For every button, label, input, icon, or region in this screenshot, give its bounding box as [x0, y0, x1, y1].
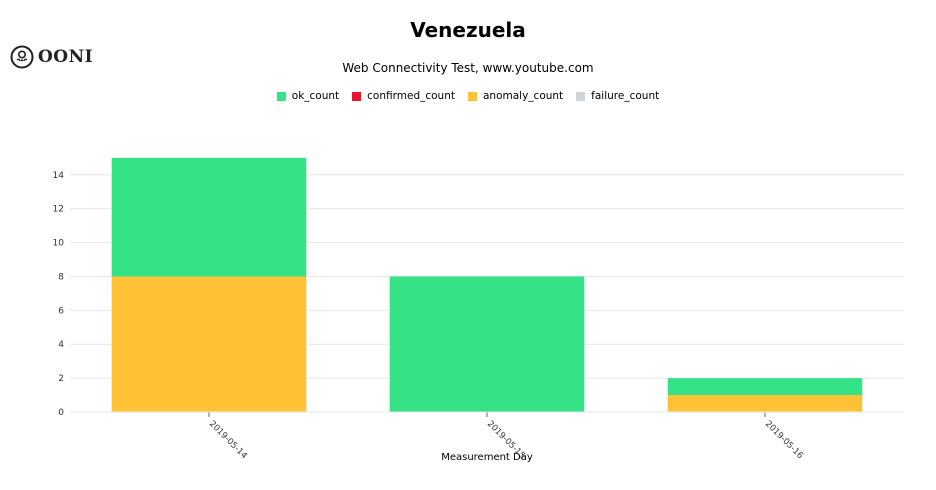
- y-tick-label: 14: [53, 171, 65, 181]
- y-tick-label: 8: [58, 272, 64, 282]
- legend-swatch: [352, 91, 362, 101]
- bar-ok-count: [389, 276, 585, 412]
- legend-item-ok-count[interactable]: ok_count: [276, 90, 340, 102]
- ooni-logo: OONI: [10, 45, 93, 69]
- bar-anomaly-count: [111, 276, 307, 412]
- bar-ok-count: [667, 378, 863, 396]
- legend-swatch: [276, 91, 286, 101]
- chart-legend: ok_count confirmed_count anomaly_count f…: [0, 90, 936, 102]
- y-tick-label: 4: [58, 340, 64, 350]
- x-axis-label: Measurement Day: [441, 452, 533, 463]
- legend-item-confirmed-count[interactable]: confirmed_count: [352, 90, 455, 102]
- chart-subtitle: Web Connectivity Test, www.youtube.com: [342, 61, 594, 75]
- legend-label: confirmed_count: [367, 90, 455, 102]
- y-tick-label: 10: [53, 239, 65, 249]
- legend-label: anomaly_count: [482, 90, 564, 102]
- y-tick-label: 6: [58, 306, 64, 316]
- ooni-octopus-icon: [10, 45, 34, 69]
- y-tick-label: 0: [58, 408, 64, 418]
- legend-item-anomaly-count[interactable]: anomaly_count: [467, 90, 564, 102]
- bar-anomaly-count: [667, 395, 863, 412]
- chart-title: Venezuela: [410, 18, 526, 42]
- legend-swatch: [576, 91, 586, 101]
- legend-label: failure_count: [591, 90, 660, 102]
- y-tick-label: 12: [53, 205, 64, 215]
- y-tick-label: 2: [58, 374, 64, 384]
- legend-label: ok_count: [291, 90, 340, 102]
- bar-ok-count: [111, 157, 307, 277]
- legend-swatch: [467, 91, 477, 101]
- legend-item-failure-count[interactable]: failure_count: [576, 90, 659, 102]
- logo-text: OONI: [38, 47, 94, 67]
